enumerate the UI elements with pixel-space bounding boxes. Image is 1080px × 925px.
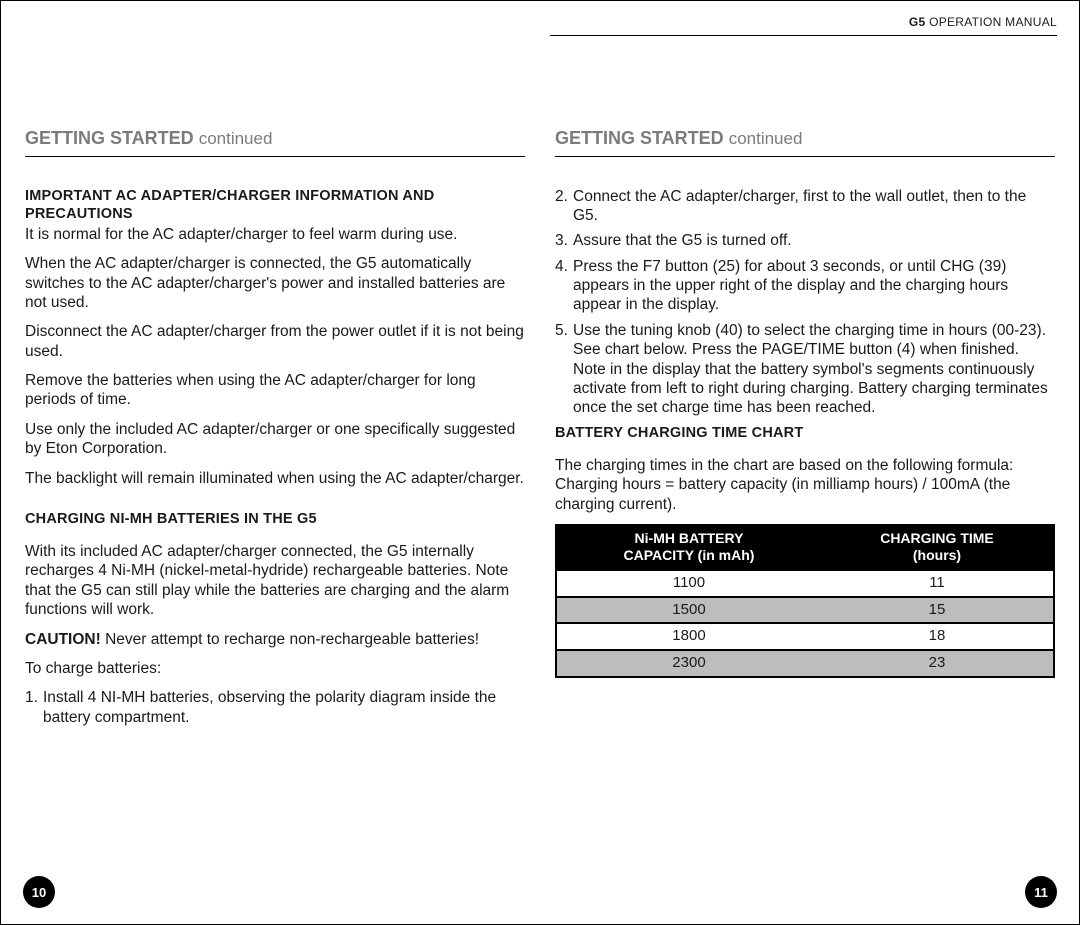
th-line: CAPACITY (in mAh) <box>624 547 755 563</box>
content-columns: GETTING STARTED continued IMPORTANT AC A… <box>25 127 1055 733</box>
cell-capacity: 1500 <box>556 597 821 624</box>
header-rule <box>550 35 1057 36</box>
cell-hours: 15 <box>821 597 1054 624</box>
th-line: (hours) <box>913 547 961 563</box>
step-body: Connect the AC adapter/charger, first to… <box>573 187 1055 226</box>
th-line: CHARGING TIME <box>880 530 994 546</box>
para: Remove the batteries when using the AC a… <box>25 371 525 410</box>
header-text: OPERATION MANUAL <box>929 15 1057 29</box>
title-rule-right <box>555 156 1055 157</box>
table-row: 2300 23 <box>556 650 1054 677</box>
section-title-right: GETTING STARTED continued <box>555 127 1055 150</box>
step-body: Install 4 NI-MH batteries, observing the… <box>43 688 525 727</box>
section-head: GETTING STARTED <box>25 128 194 148</box>
para: When the AC adapter/charger is connected… <box>25 254 525 312</box>
page-number-left: 10 <box>23 876 55 908</box>
charging-table: Ni-MH BATTERY CAPACITY (in mAh) CHARGING… <box>555 524 1055 678</box>
caution-bold: CAUTION! <box>25 631 101 648</box>
para: Use only the included AC adapter/charger… <box>25 420 525 459</box>
col-header-time: CHARGING TIME (hours) <box>821 525 1054 570</box>
header-product: G5 <box>909 15 926 29</box>
list-item: 2. Connect the AC adapter/charger, first… <box>555 187 1055 226</box>
th-line: Ni-MH BATTERY <box>635 530 744 546</box>
cell-hours: 11 <box>821 570 1054 597</box>
section-cont: continued <box>729 129 803 148</box>
step-number: 2. <box>555 187 573 226</box>
subhead-charging: CHARGING NI-MH BATTERIES IN THE G5 <box>25 510 525 528</box>
table-header-row: Ni-MH BATTERY CAPACITY (in mAh) CHARGING… <box>556 525 1054 570</box>
cell-capacity: 1800 <box>556 623 821 650</box>
list-item: 3. Assure that the G5 is turned off. <box>555 231 1055 250</box>
step-number: 5. <box>555 321 573 418</box>
list-item: 5. Use the tuning knob (40) to select th… <box>555 321 1055 418</box>
right-column: GETTING STARTED continued 2. Connect the… <box>555 127 1055 733</box>
left-column: GETTING STARTED continued IMPORTANT AC A… <box>25 127 525 733</box>
cell-hours: 23 <box>821 650 1054 677</box>
table-row: 1100 11 <box>556 570 1054 597</box>
step-body: Use the tuning knob (40) to select the c… <box>573 321 1055 418</box>
table-row: 1500 15 <box>556 597 1054 624</box>
step-body: Assure that the G5 is turned off. <box>573 231 1055 250</box>
caution-line: CAUTION! Never attempt to recharge non-r… <box>25 630 525 649</box>
para: The backlight will remain illuminated wh… <box>25 469 525 488</box>
subhead-chart: BATTERY CHARGING TIME CHART <box>555 424 1055 442</box>
step-number: 3. <box>555 231 573 250</box>
subhead-adapter: IMPORTANT AC ADAPTER/CHARGER INFORMATION… <box>25 187 525 223</box>
page-number-right: 11 <box>1025 876 1057 908</box>
section-title-left: GETTING STARTED continued <box>25 127 525 150</box>
para: To charge batteries: <box>25 659 525 678</box>
cell-capacity: 2300 <box>556 650 821 677</box>
para: It is normal for the AC adapter/charger … <box>25 225 525 244</box>
section-head: GETTING STARTED <box>555 128 724 148</box>
step-number: 1. <box>25 688 43 727</box>
list-item: 4. Press the F7 button (25) for about 3 … <box>555 257 1055 315</box>
step-number: 4. <box>555 257 573 315</box>
cell-hours: 18 <box>821 623 1054 650</box>
cell-capacity: 1100 <box>556 570 821 597</box>
chart-intro: The charging times in the chart are base… <box>555 456 1055 514</box>
para: With its included AC adapter/charger con… <box>25 542 525 620</box>
header-label: G5 OPERATION MANUAL <box>909 15 1057 29</box>
para: Disconnect the AC adapter/charger from t… <box>25 322 525 361</box>
table-row: 1800 18 <box>556 623 1054 650</box>
title-rule-left <box>25 156 525 157</box>
list-item: 1. Install 4 NI-MH batteries, observing … <box>25 688 525 727</box>
caution-rest: Never attempt to recharge non-rechargeab… <box>101 631 479 648</box>
col-header-capacity: Ni-MH BATTERY CAPACITY (in mAh) <box>556 525 821 570</box>
step-body: Press the F7 button (25) for about 3 sec… <box>573 257 1055 315</box>
section-cont: continued <box>199 129 273 148</box>
page-frame: G5 OPERATION MANUAL GETTING STARTED cont… <box>0 0 1080 925</box>
